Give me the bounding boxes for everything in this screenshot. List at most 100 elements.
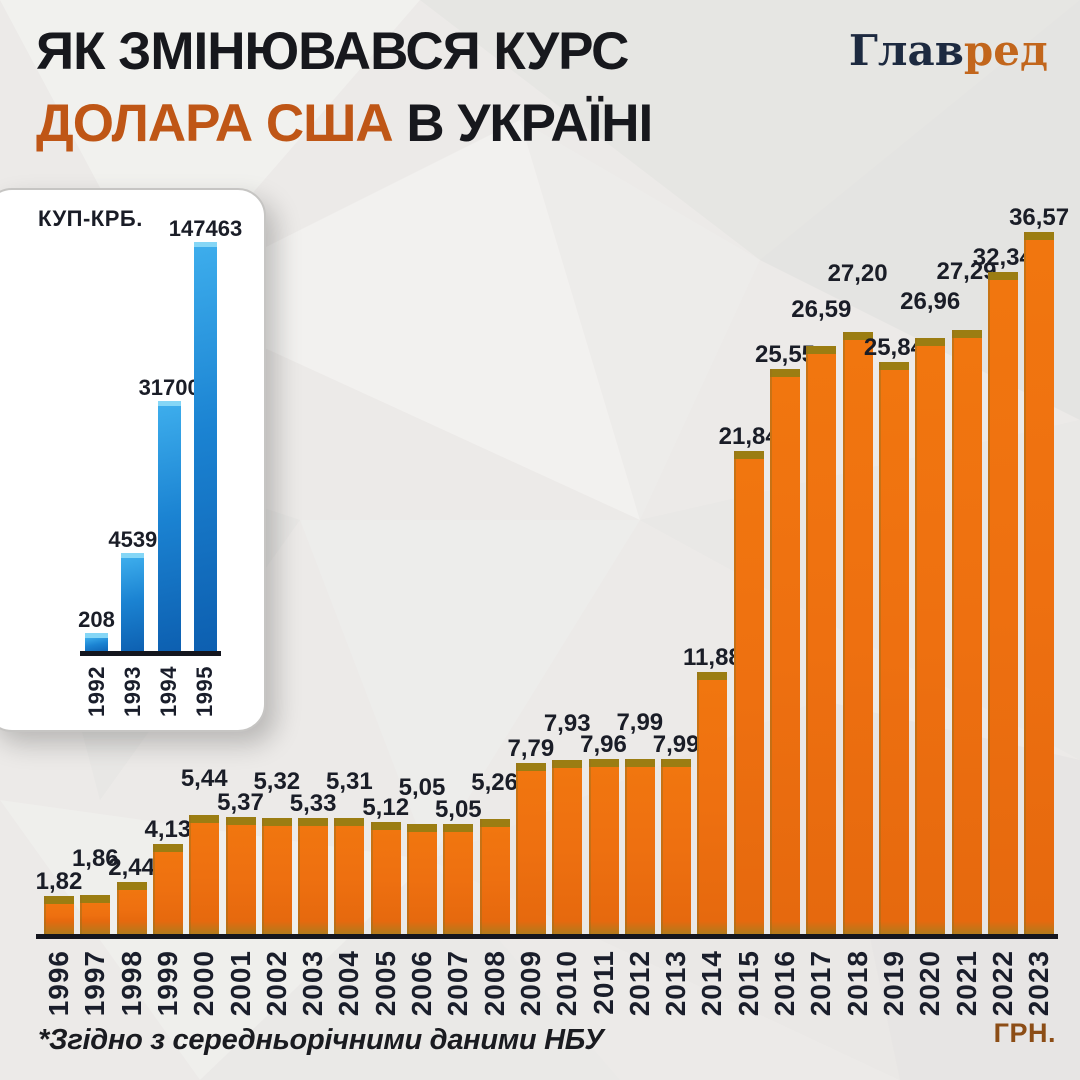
chart-column-2012: 7,99 2012 [616, 0, 663, 1016]
chart-column-2022: 32,34 2022 [973, 0, 1033, 1016]
x-tick-label-2021: 2021 [950, 950, 982, 1017]
chart-column-2020: 26,96 2020 [900, 0, 960, 1016]
x-tick-label-2020: 2020 [914, 950, 946, 1017]
chart-column-2010: 7,93 2010 [544, 0, 591, 1016]
bar-value-label-2005: 5,12 [362, 794, 410, 822]
bar-1997 [80, 894, 111, 936]
chart-column-2006: 5,05 2006 [399, 0, 446, 1016]
bar-value-label-2008: 5,26 [471, 769, 518, 797]
bar-value-label-2001: 5,37 [217, 788, 264, 816]
chart-column-2014: 11,88 2014 [683, 0, 742, 1017]
bar-value-label-2021: 27,29 [936, 258, 997, 286]
x-tick-label-2012: 2012 [623, 950, 655, 1017]
bar-2006 [407, 823, 437, 936]
bar-2009 [515, 763, 546, 936]
x-tick-label-2014: 2014 [696, 950, 728, 1017]
bar-2023 [1024, 231, 1055, 936]
bar-value-label-2003: 5,33 [289, 789, 337, 817]
bar-value-label-1996: 1,82 [35, 867, 83, 895]
bar-value-label-1992: 208 [78, 607, 115, 632]
bar-value-label-2022: 32,34 [972, 244, 1033, 272]
chart-column-1996: 1,82 1996 [36, 0, 83, 1016]
bar-value-label-2004: 5,31 [326, 768, 373, 796]
bar-value-label-2014: 11,88 [683, 644, 742, 672]
chart-column-1994: 31700 1994 [139, 190, 200, 717]
title-accent: ДОЛАРА США [36, 94, 394, 153]
x-tick-label-2011: 2011 [587, 950, 619, 1015]
chart-column-2007: 5,05 2007 [435, 0, 482, 1016]
inset-chart-card: КУП-КРБ. 208 1992 4539 1993 31700 1994 147463 1… [0, 188, 266, 732]
page-title: ЯК ЗМІНЮВАВСЯ КУРС ДОЛАРА США В УКРАЇНІ [36, 16, 653, 160]
bar-value-label-2016: 25,55 [754, 340, 816, 368]
bar-1992 [85, 633, 108, 653]
bar-2014 [697, 672, 728, 936]
chart-column-2000: 5,44 2000 [181, 0, 228, 1017]
x-tick-label-2015: 2015 [732, 950, 764, 1017]
bar-value-label-1999: 4,13 [144, 816, 192, 844]
bar-2003 [298, 817, 329, 936]
bar-2013 [661, 758, 692, 936]
chart-column-1993: 4539 1993 [108, 190, 157, 717]
chart-column-2013: 7,99 2013 [653, 0, 700, 1016]
bar-value-label-2017: 26,59 [791, 295, 852, 323]
bar-1994 [157, 401, 181, 653]
bar-value-label-2010: 7,93 [543, 709, 591, 737]
bar-2002 [261, 817, 292, 936]
chart-column-2015: 21,84 2015 [719, 0, 779, 1017]
chart-column-2008: 5,26 2008 [471, 0, 518, 1017]
x-tick-label-1992: 1992 [83, 666, 109, 717]
bar-value-label-2009: 7,79 [507, 735, 555, 763]
chart-column-2019: 25,84 2019 [864, 0, 924, 1016]
bar-2012 [624, 758, 655, 936]
chart-column-2021: 27,29 2021 [936, 0, 996, 1017]
x-tick-label-1996: 1996 [43, 950, 74, 1017]
bar-1998 [116, 881, 147, 936]
chart-column-2005: 5,12 2005 [362, 0, 409, 1016]
bar-value-label-2019: 25,84 [863, 334, 924, 362]
chart-column-2018: 27,20 2018 [828, 0, 888, 1017]
chart-column-2011: 7,96 2011 [580, 0, 627, 1015]
bar-value-label-2015: 21,84 [718, 423, 779, 451]
bar-2018 [842, 332, 873, 936]
bar-value-label-2011: 7,96 [580, 731, 627, 759]
glavred-logo: Главред [849, 26, 1048, 75]
chart-column-2023: 36,57 2023 [1009, 0, 1069, 1016]
bar-1993 [121, 553, 145, 653]
bar-2005 [370, 822, 401, 936]
x-tick-label-2019: 2019 [877, 950, 909, 1017]
inset-x-axis [80, 651, 221, 656]
x-tick-label-2009: 2009 [514, 950, 546, 1017]
bar-value-label-2018: 27,20 [827, 260, 888, 288]
footnote: *Згідно з середньорічними даними НБУ [38, 1024, 604, 1056]
chart-column-2004: 5,31 2004 [326, 0, 373, 1017]
bar-2000 [189, 815, 220, 936]
bar-2017 [806, 345, 837, 936]
main-bar-chart: 1,82 1996 1,86 1997 2,44 1998 4,13 1999 5,44 2000… [36, 0, 1069, 1017]
chart-column-1995: 147463 1995 [169, 190, 242, 717]
bar-2007 [443, 823, 474, 936]
x-tick-label-2023: 2023 [1023, 950, 1055, 1017]
x-tick-label-2001: 2001 [224, 950, 256, 1017]
bar-value-label-1998: 2,44 [108, 853, 155, 881]
chart-column-2001: 5,37 2001 [217, 0, 264, 1016]
title-line-2: ДОЛАРА США В УКРАЇНІ [36, 88, 653, 160]
x-tick-label-2017: 2017 [805, 950, 837, 1017]
bar-2011 [588, 759, 619, 936]
bar-2015 [733, 451, 764, 936]
chart-column-2009: 7,79 2009 [508, 0, 555, 1017]
x-tick-label-2018: 2018 [841, 950, 873, 1017]
inset-bar-chart: 208 1992 4539 1993 31700 1994 147463 1995 [0, 190, 264, 717]
title-line-1: ЯК ЗМІНЮВАВСЯ КУРС [36, 22, 629, 81]
chart-column-1999: 4,13 1999 [145, 0, 192, 1016]
x-tick-label-2010: 2010 [551, 950, 583, 1017]
bar-value-label-1997: 1,86 [71, 844, 119, 872]
x-tick-label-1999: 1999 [151, 950, 183, 1017]
x-tick-label-2016: 2016 [769, 950, 800, 1017]
bar-1999 [152, 844, 183, 936]
chart-column-2002: 5,32 2002 [253, 0, 300, 1016]
chart-column-1997: 1,86 1997 [72, 0, 119, 1016]
inset-unit-label: КУП-КРБ. [38, 206, 143, 231]
bar-2010 [552, 759, 583, 936]
x-tick-label-2004: 2004 [333, 950, 365, 1017]
